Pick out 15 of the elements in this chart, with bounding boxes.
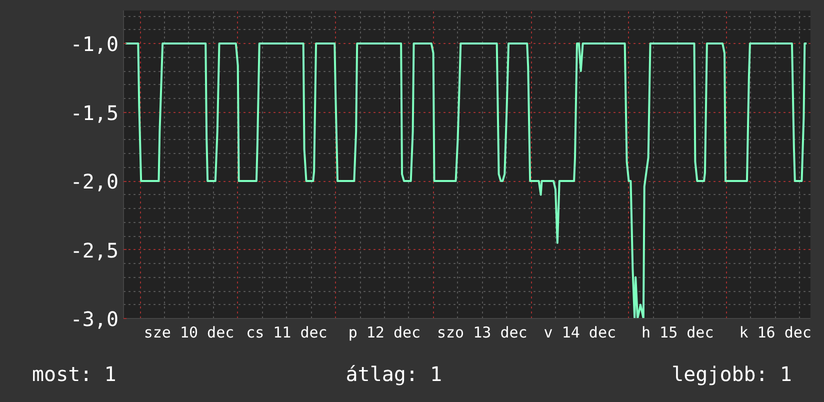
x-tick-label: v 14 dec xyxy=(544,324,616,342)
x-tick-label: p 12 dec xyxy=(348,324,421,342)
x-tick-label: k 16 dec xyxy=(739,324,812,342)
x-tick-label: szo 13 dec xyxy=(437,324,528,342)
y-tick-label: -1,0 xyxy=(70,32,119,56)
text: most: 1 xyxy=(32,361,116,388)
y-tick-label: -2,0 xyxy=(70,170,119,194)
text: legjobb: 1 xyxy=(672,361,792,388)
x-tick-label: cs 11 dec xyxy=(246,324,328,342)
y-tick-label: -1,5 xyxy=(70,100,119,125)
x-tick-label: h 15 dec xyxy=(641,324,714,342)
y-tick-label: -3,0 xyxy=(70,307,119,331)
text: átlag: 1 xyxy=(346,361,442,388)
x-tick-label: sze 10 dec xyxy=(144,324,234,342)
y-tick-label: -2,5 xyxy=(70,238,119,262)
